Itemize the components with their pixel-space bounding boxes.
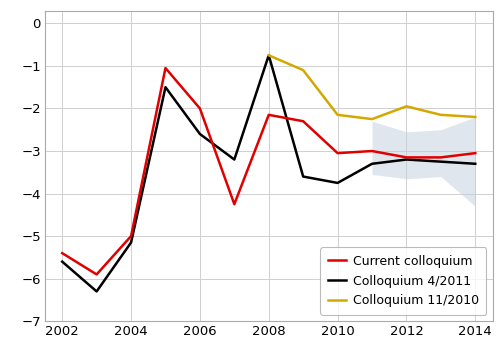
Legend: Current colloquium, Colloquium 4/2011, Colloquium 11/2010: Current colloquium, Colloquium 4/2011, C…: [320, 247, 486, 315]
